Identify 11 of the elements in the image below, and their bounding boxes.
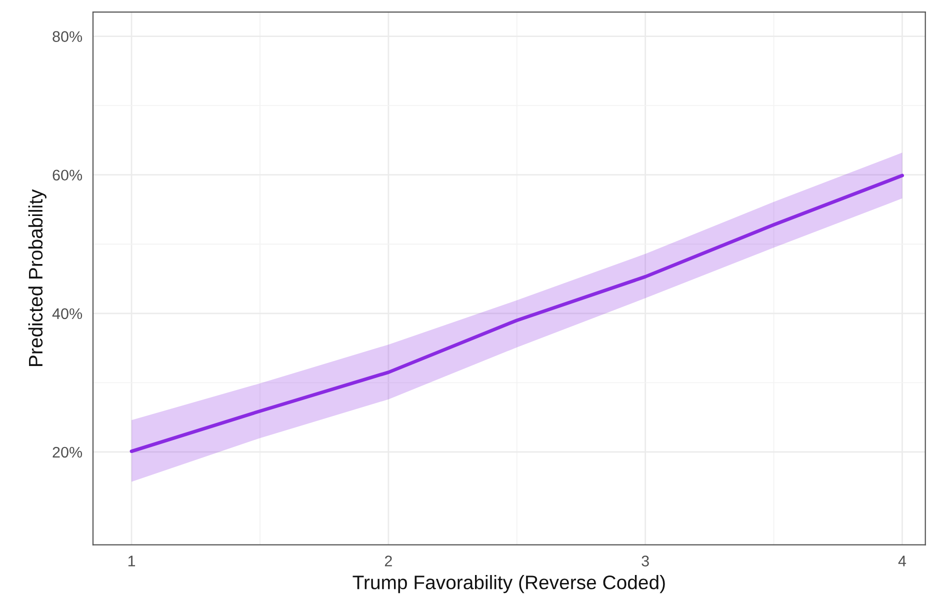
y-axis-title: Predicted Probability — [28, 189, 46, 366]
x-tick-label: 3 — [642, 556, 649, 566]
line-series — [130, 174, 904, 454]
x-tick-label: 2 — [384, 556, 392, 566]
x-tick-label: 1 — [128, 556, 136, 566]
y-tick-label: 20% — [52, 446, 82, 458]
x-tick-label: 4 — [898, 556, 906, 566]
y-tick-label: 40% — [52, 308, 82, 320]
y-tick-label: 60% — [52, 170, 82, 181]
y-tick-label: 80% — [52, 31, 82, 42]
x-axis-title: Trump Favorability (Reverse Coded) — [352, 575, 665, 594]
